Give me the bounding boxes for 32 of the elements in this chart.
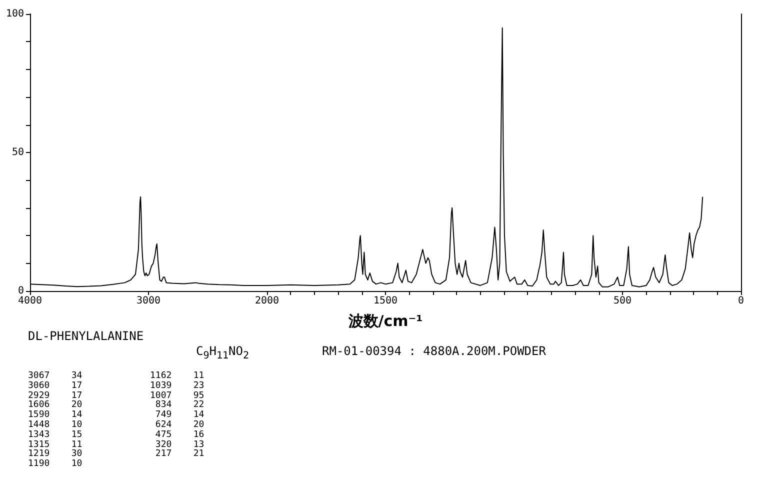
text: 834 22: [154, 400, 204, 410]
y-tick-label: 0: [18, 286, 24, 296]
text: 1162 11: [150, 371, 204, 381]
x-axis-title: 波数/cm⁻¹: [348, 312, 423, 330]
x-tick-label: 2000: [254, 296, 280, 306]
x-tick-label: 0: [738, 296, 744, 306]
text: DL-PHENYLALANINE: [28, 329, 144, 343]
text: RM-01-00394 : 4880A.200M.POWDER: [322, 344, 546, 358]
text: 1448 10: [28, 420, 82, 430]
y-tick-label: 50: [12, 147, 24, 158]
text: 1606 20: [28, 400, 82, 410]
text: 624 20: [154, 420, 204, 430]
text: 2929 17: [28, 390, 82, 401]
text: 1590 14: [28, 410, 82, 420]
text: 3060 17: [28, 380, 82, 391]
text: 3067 34: [28, 371, 82, 381]
text: 749 14: [154, 410, 204, 420]
text: 320 13: [154, 440, 204, 450]
text: 217 21: [154, 449, 204, 460]
text: 1343 15: [28, 430, 82, 440]
x-tick-label: 3000: [136, 296, 161, 306]
text: 1007 95: [150, 390, 204, 401]
text: 1190 10: [28, 459, 82, 470]
text: 1039 23: [150, 380, 204, 391]
x-tick-label: 500: [613, 296, 632, 306]
y-tick-label: 100: [6, 8, 24, 20]
x-tick-label: 4000: [18, 296, 42, 306]
text: C$_{9}$H$_{11}$NO$_{2}$: [196, 344, 250, 362]
text: 475 16: [154, 430, 204, 440]
x-tick-label: 1500: [373, 296, 398, 306]
text: 1219 30: [28, 449, 82, 460]
text: 1315 11: [28, 440, 82, 450]
